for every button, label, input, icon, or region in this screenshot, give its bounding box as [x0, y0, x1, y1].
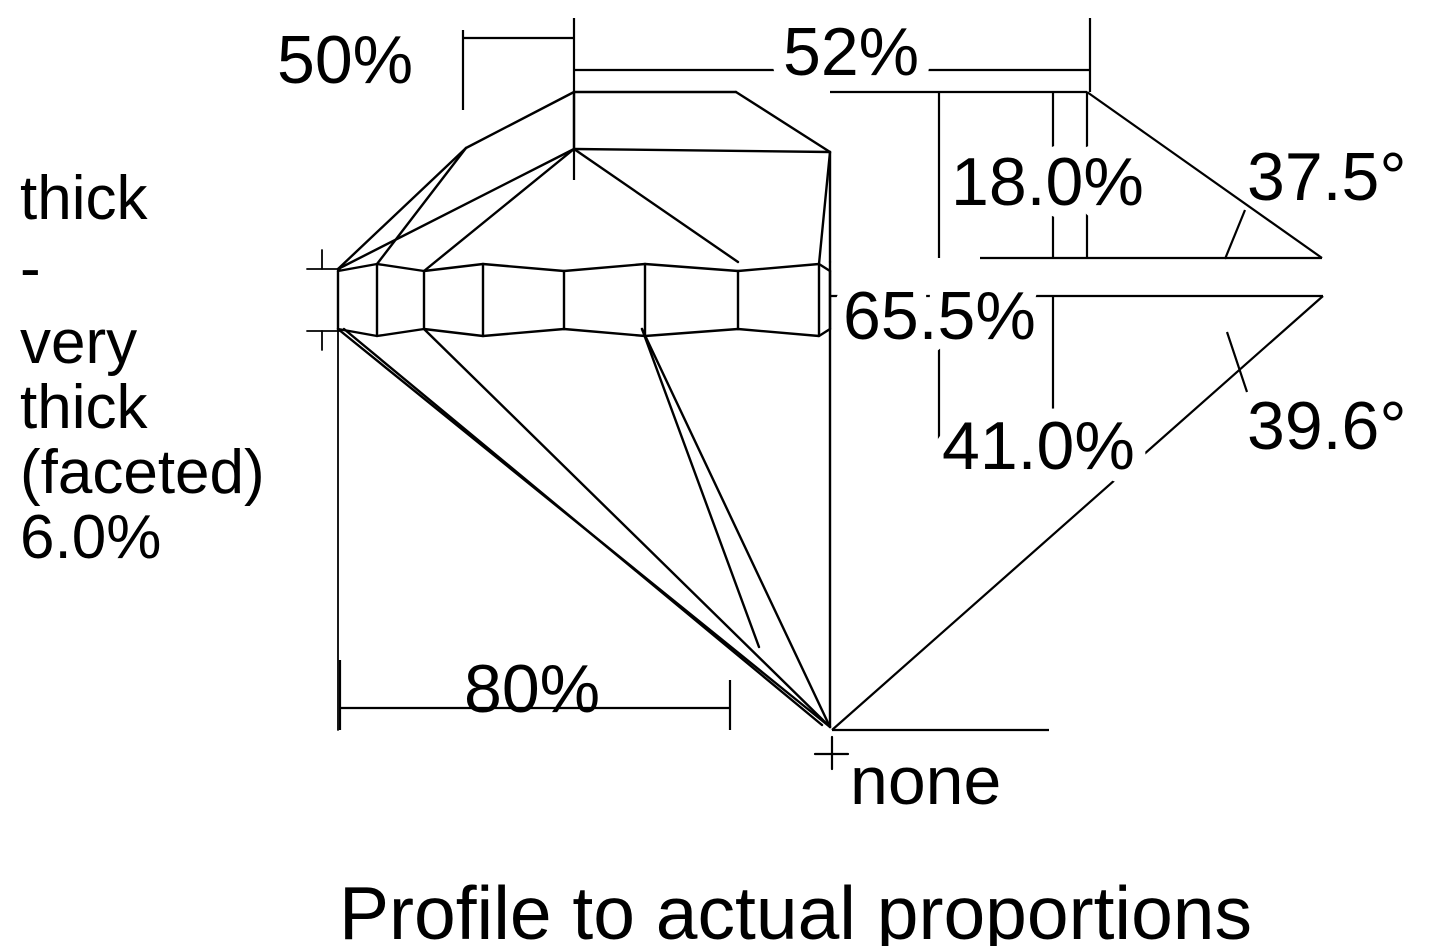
svg-text:(faceted): (faceted) [20, 438, 265, 507]
svg-text:Profile to actual proportions: Profile to actual proportions [339, 871, 1252, 946]
svg-text:6.0%: 6.0% [20, 503, 161, 572]
svg-text:-: - [20, 234, 41, 303]
svg-text:thick: thick [20, 373, 148, 442]
svg-text:65.5%: 65.5% [843, 278, 1036, 354]
svg-text:none: none [850, 743, 1001, 819]
svg-text:39.6°: 39.6° [1247, 388, 1407, 464]
svg-text:18.0%: 18.0% [951, 144, 1144, 220]
svg-text:41.0%: 41.0% [942, 408, 1135, 484]
svg-text:thick: thick [20, 164, 148, 233]
svg-text:very: very [20, 308, 137, 377]
svg-text:80%: 80% [464, 651, 600, 727]
svg-text:37.5°: 37.5° [1247, 139, 1407, 215]
svg-text:52%: 52% [783, 14, 919, 90]
svg-text:50%: 50% [277, 22, 413, 98]
